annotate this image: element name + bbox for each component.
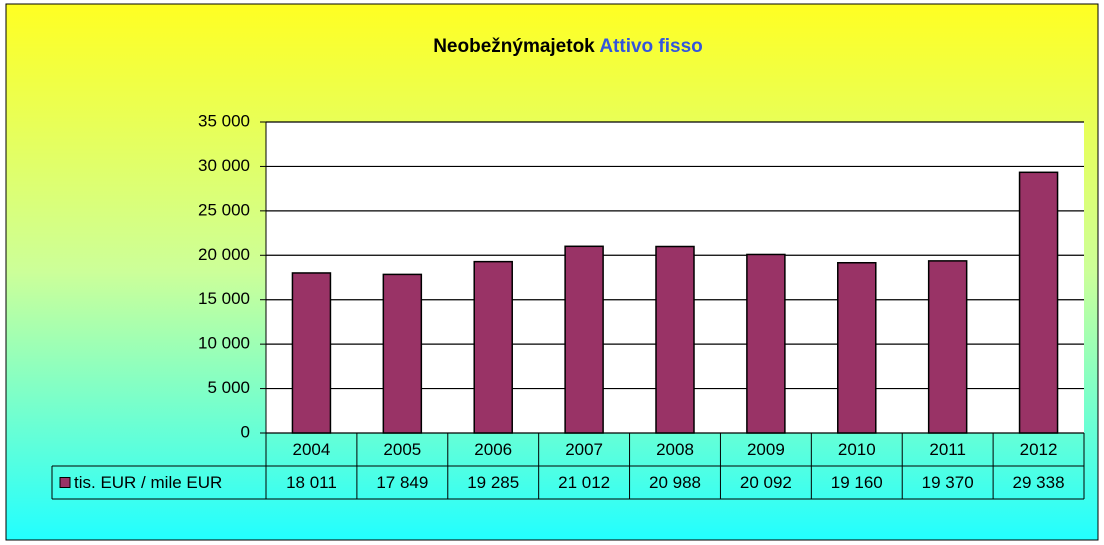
bar <box>473 260 513 434</box>
y-tick-label: 15 000 <box>198 289 250 308</box>
y-tick-label: 0 <box>241 422 250 441</box>
bar <box>291 272 332 434</box>
x-tick-label: 2010 <box>838 440 876 459</box>
bar <box>1018 171 1059 434</box>
data-table-value: 21 012 <box>558 473 610 492</box>
x-tick-label: 2009 <box>747 440 785 459</box>
data-table-value: 18 011 <box>286 473 337 492</box>
bar <box>837 261 877 434</box>
bar <box>655 245 695 434</box>
data-table-value: 29 338 <box>1013 473 1065 492</box>
x-tick-label: 2004 <box>293 440 331 459</box>
chart-title: Neobežnýmajetok Attivo fisso <box>433 36 703 57</box>
x-tick-label: 2006 <box>474 440 512 459</box>
x-tick-label: 2007 <box>565 440 603 459</box>
x-tick-label: 2012 <box>1020 440 1058 459</box>
legend-label: tis. EUR / mile EUR <box>74 473 222 492</box>
x-tick-label: 2005 <box>383 440 421 459</box>
data-table-value: 19 370 <box>922 473 974 492</box>
y-tick-label: 20 000 <box>198 245 250 264</box>
bar <box>564 245 604 434</box>
data-table-value: 20 988 <box>649 473 701 492</box>
y-tick-label: 10 000 <box>198 334 250 353</box>
data-table-value: 19 285 <box>467 473 519 492</box>
data-table-value: 19 160 <box>831 473 883 492</box>
title-second: Attivo fisso <box>599 36 702 57</box>
y-tick-label: 5 000 <box>207 378 250 397</box>
data-table-value: 20 092 <box>740 473 792 492</box>
title-main: Neobežnýmajetok <box>433 36 595 57</box>
x-tick-label: 2011 <box>929 440 966 459</box>
bar <box>382 273 423 434</box>
data-table-value: 17 849 <box>376 473 428 492</box>
legend-key <box>59 477 71 488</box>
y-tick-label: 30 000 <box>198 156 250 175</box>
y-tick-label: 35 000 <box>198 111 250 130</box>
x-tick-label: 2008 <box>656 440 694 459</box>
y-tick-label: 25 000 <box>198 200 250 219</box>
bar <box>746 253 786 434</box>
bar <box>927 260 968 434</box>
